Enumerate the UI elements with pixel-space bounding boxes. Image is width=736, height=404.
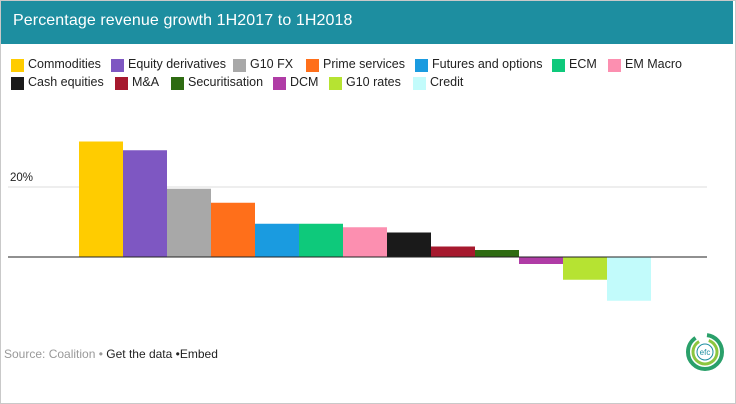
y-tick-label: 20% xyxy=(10,172,33,184)
bar-g10-fx[interactable] xyxy=(167,188,211,257)
chart-header: Percentage revenue growth 1H2017 to 1H20… xyxy=(1,1,733,44)
bar-chart-plot: 20% xyxy=(8,141,707,301)
legend-label: Securitisation xyxy=(188,75,264,89)
logo-text: efc xyxy=(700,348,711,357)
legend-swatch xyxy=(329,77,342,90)
bar-em-macro[interactable] xyxy=(343,227,387,257)
legend-swatch xyxy=(415,59,428,72)
bar-manda[interactable] xyxy=(431,246,475,258)
legend-label: Futures and options xyxy=(432,57,543,71)
bar-credit[interactable] xyxy=(607,257,651,301)
legend-label: Cash equities xyxy=(28,75,104,89)
bar-commodities[interactable] xyxy=(79,141,123,258)
bar-ecm[interactable] xyxy=(299,223,343,257)
bar-securitisation[interactable] xyxy=(475,250,519,257)
bar-g10-rates[interactable] xyxy=(563,257,607,280)
bar-prime-services[interactable] xyxy=(211,202,255,257)
legend-label: Prime services xyxy=(323,57,405,71)
chart-footer: Source: Coalition • Get the data •Embed xyxy=(4,347,218,361)
bar-equity-derivatives[interactable] xyxy=(123,150,167,257)
legend-swatch xyxy=(11,77,24,90)
bar-dcm[interactable] xyxy=(519,257,563,264)
legend-swatch xyxy=(11,59,24,72)
get-the-data-link[interactable]: Get the data xyxy=(106,347,173,361)
chart-legend: Commodities Equity derivatives G10 FX Prime… xyxy=(0,55,736,95)
legend-label: ECM xyxy=(569,57,597,71)
source-text: Source: Coalition xyxy=(4,347,96,361)
embed-link[interactable]: Embed xyxy=(179,347,218,361)
legend-label: EM Macro xyxy=(625,57,682,71)
bar-cash-equities[interactable] xyxy=(387,232,431,258)
legend-label: G10 rates xyxy=(346,75,401,89)
legend-label: Commodities xyxy=(28,57,101,71)
legend-swatch xyxy=(111,59,124,72)
legend-swatch xyxy=(273,77,286,90)
legend-swatch xyxy=(552,59,565,72)
efc-logo: efc xyxy=(683,330,727,374)
legend-swatch xyxy=(608,59,621,72)
legend-label: DCM xyxy=(290,75,319,89)
legend-swatch xyxy=(171,77,184,90)
legend-label: M&A xyxy=(132,75,160,89)
legend-label: Equity derivatives xyxy=(128,57,226,71)
legend-swatch xyxy=(233,59,246,72)
legend-swatch xyxy=(115,77,128,90)
chart-title: Percentage revenue growth 1H2017 to 1H20… xyxy=(13,12,353,29)
footer-separator: • xyxy=(95,347,107,361)
bar-futures-and-options[interactable] xyxy=(255,223,299,257)
legend-label: Credit xyxy=(430,75,464,89)
legend-swatch xyxy=(413,77,426,90)
footer-separator: • xyxy=(172,347,180,361)
legend-label: G10 FX xyxy=(250,57,294,71)
legend-swatch xyxy=(306,59,319,72)
